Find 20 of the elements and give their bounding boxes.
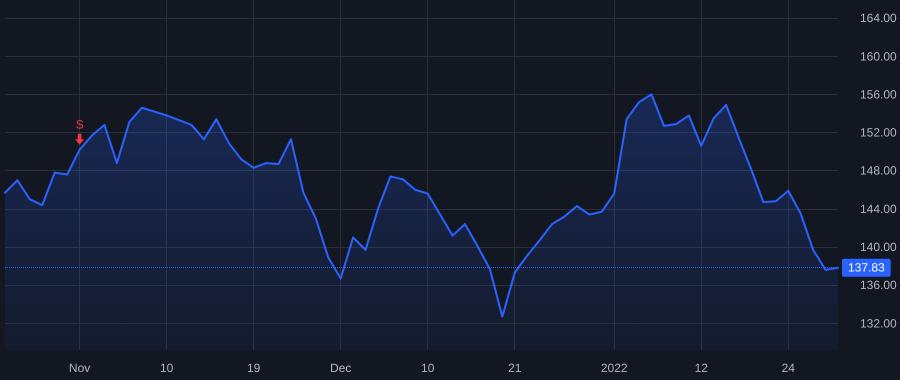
x-tick-label: 10	[421, 361, 435, 375]
y-tick-label: 164.00	[860, 11, 898, 26]
y-tick-label: 132.00	[860, 316, 898, 330]
x-tick-label: 2022	[600, 361, 628, 375]
x-tick-label: 19	[246, 361, 261, 375]
x-tick-label: 24	[782, 361, 796, 375]
x-tick-label: Nov	[68, 361, 90, 375]
y-tick-label: 140.00	[860, 240, 898, 254]
y-tick-label: 156.00	[860, 87, 898, 102]
y-tick-label: 160.00	[860, 49, 898, 64]
y-tick-label: 148.00	[860, 164, 898, 178]
y-tick-label: 136.00	[860, 278, 898, 292]
y-tick-label: 144.00	[860, 202, 898, 216]
annotation: S	[76, 118, 84, 132]
y-tick-label: 152.00	[860, 126, 898, 140]
x-tick-label: 12	[694, 361, 708, 375]
x-tick-label: Dec	[330, 361, 352, 375]
ref-line-label: 137.83	[848, 260, 886, 275]
x-tick-label: 21	[508, 361, 522, 375]
x-tick-label: 10	[160, 361, 174, 375]
